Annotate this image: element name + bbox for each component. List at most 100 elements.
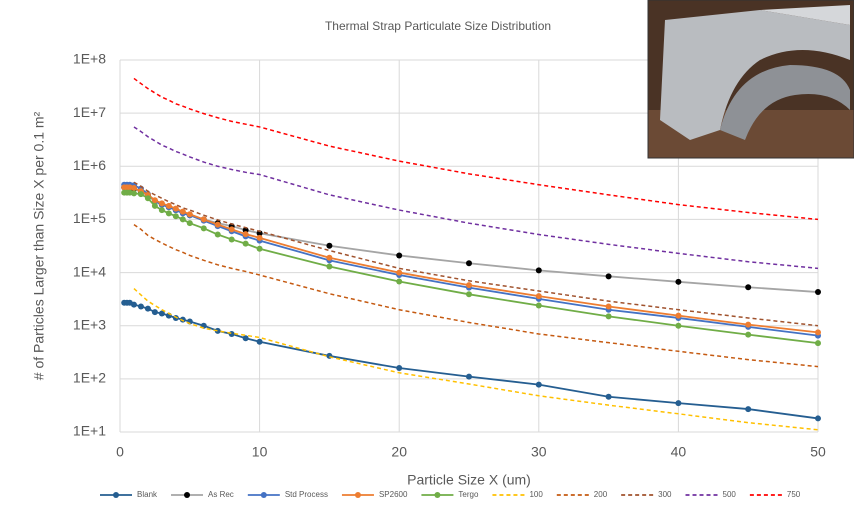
data-point xyxy=(745,284,752,291)
data-point xyxy=(165,210,172,217)
data-point xyxy=(186,220,193,227)
data-point xyxy=(214,327,221,334)
data-point xyxy=(256,234,263,241)
x-tick-label: 50 xyxy=(810,444,826,460)
legend-label: As Rec xyxy=(208,490,234,499)
x-tick-label: 0 xyxy=(116,444,124,460)
data-point xyxy=(535,293,542,300)
data-point xyxy=(466,260,472,267)
data-point xyxy=(815,329,821,336)
y-axis-title: # of Particles Larger than Size X per 0.… xyxy=(31,111,47,380)
y-tick-label: 1E+7 xyxy=(73,104,106,120)
data-point xyxy=(745,406,752,413)
data-point xyxy=(144,305,151,312)
data-point xyxy=(256,245,263,252)
data-point xyxy=(815,289,821,296)
data-point xyxy=(228,330,235,337)
data-point xyxy=(130,301,137,308)
series-line xyxy=(133,181,819,327)
photo xyxy=(647,0,854,159)
data-point xyxy=(396,252,403,259)
y-tick-label: 1E+1 xyxy=(73,423,106,439)
chart-title: Thermal Strap Particulate Size Distribut… xyxy=(325,19,551,33)
legend-marker xyxy=(354,492,361,498)
y-tick-label: 1E+3 xyxy=(73,316,106,332)
legend-label: Blank xyxy=(137,490,158,499)
data-point xyxy=(158,200,165,207)
legend: Blank As Rec Std Process SP2600 Tergo 100 200 3… xyxy=(100,490,801,499)
data-point xyxy=(242,240,249,247)
data-point xyxy=(144,195,151,202)
data-point xyxy=(396,278,403,285)
legend-marker xyxy=(113,492,119,498)
legend-label: Std Process xyxy=(285,490,328,499)
data-point xyxy=(228,236,235,243)
series-line xyxy=(133,288,819,431)
data-point xyxy=(605,303,612,310)
data-point xyxy=(179,316,186,323)
data-point xyxy=(535,302,542,309)
data-point xyxy=(158,310,165,317)
data-point xyxy=(466,282,472,289)
data-point xyxy=(214,221,221,228)
data-point xyxy=(242,231,249,238)
legend-label: 750 xyxy=(787,490,801,499)
data-point xyxy=(815,340,821,347)
data-point xyxy=(130,185,137,192)
data-point xyxy=(172,205,179,212)
data-point xyxy=(228,226,235,233)
data-point xyxy=(242,335,249,342)
series-line xyxy=(133,223,819,368)
data-point xyxy=(396,365,403,372)
data-point xyxy=(256,230,263,237)
legend-marker xyxy=(184,492,191,498)
x-axis-title: Particle Size X (um) xyxy=(407,472,531,488)
data-point xyxy=(172,213,179,220)
data-point xyxy=(675,400,682,407)
data-point xyxy=(605,273,612,280)
data-point xyxy=(326,254,333,261)
data-point xyxy=(200,225,207,232)
data-point xyxy=(151,197,158,204)
series-line xyxy=(124,186,819,293)
legend-label: SP2600 xyxy=(379,490,408,499)
data-point xyxy=(179,216,186,223)
data-point xyxy=(186,211,193,218)
legend-label: 100 xyxy=(529,490,543,499)
legend-label: 500 xyxy=(723,490,737,499)
y-tick-label: 1E+6 xyxy=(73,157,106,173)
legend-marker xyxy=(434,492,441,498)
data-point xyxy=(675,312,682,319)
data-point xyxy=(535,381,542,388)
x-tick-label: 40 xyxy=(671,444,687,460)
data-point xyxy=(605,393,612,400)
data-point xyxy=(130,190,137,197)
legend-label: 300 xyxy=(658,490,672,499)
data-point xyxy=(605,313,612,320)
data-point xyxy=(535,267,542,274)
data-point xyxy=(396,269,403,276)
plot-area: 1E+1 1E+2 1E+3 1E+4 1E+5 1E+6 1E+7 1E+8 0 10 20 30 4… xyxy=(73,51,826,460)
data-point xyxy=(179,208,186,215)
data-point xyxy=(165,202,172,209)
y-tick-label: 1E+4 xyxy=(73,263,106,279)
legend-label: 200 xyxy=(594,490,608,499)
x-tick-label: 30 xyxy=(531,444,547,460)
data-point xyxy=(815,415,821,422)
y-tick-label: 1E+5 xyxy=(73,210,106,226)
data-point xyxy=(151,202,158,209)
legend-marker xyxy=(260,492,267,498)
y-tick-label: 1E+2 xyxy=(73,370,106,386)
x-tick-label: 20 xyxy=(391,444,407,460)
series-line xyxy=(124,183,819,337)
data-point xyxy=(137,303,144,310)
data-point xyxy=(466,291,472,298)
data-point xyxy=(745,321,752,328)
data-point xyxy=(158,207,165,214)
data-point xyxy=(675,278,682,285)
y-tick-label: 1E+8 xyxy=(73,51,106,67)
data-point xyxy=(214,231,221,238)
data-point xyxy=(137,191,144,198)
data-point xyxy=(675,322,682,329)
